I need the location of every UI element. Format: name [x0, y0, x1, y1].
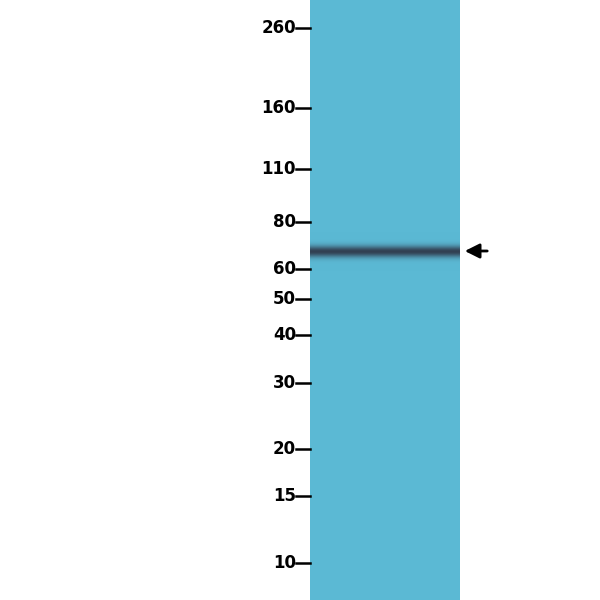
- Text: 10: 10: [273, 554, 296, 572]
- Text: 40: 40: [273, 326, 296, 344]
- Text: 60: 60: [273, 260, 296, 278]
- Text: 50: 50: [273, 290, 296, 308]
- Text: 260: 260: [262, 19, 296, 37]
- Text: 15: 15: [273, 487, 296, 505]
- Text: 20: 20: [273, 440, 296, 458]
- Text: 160: 160: [262, 99, 296, 117]
- Text: 110: 110: [262, 160, 296, 178]
- Text: 80: 80: [273, 213, 296, 231]
- Text: 30: 30: [273, 374, 296, 392]
